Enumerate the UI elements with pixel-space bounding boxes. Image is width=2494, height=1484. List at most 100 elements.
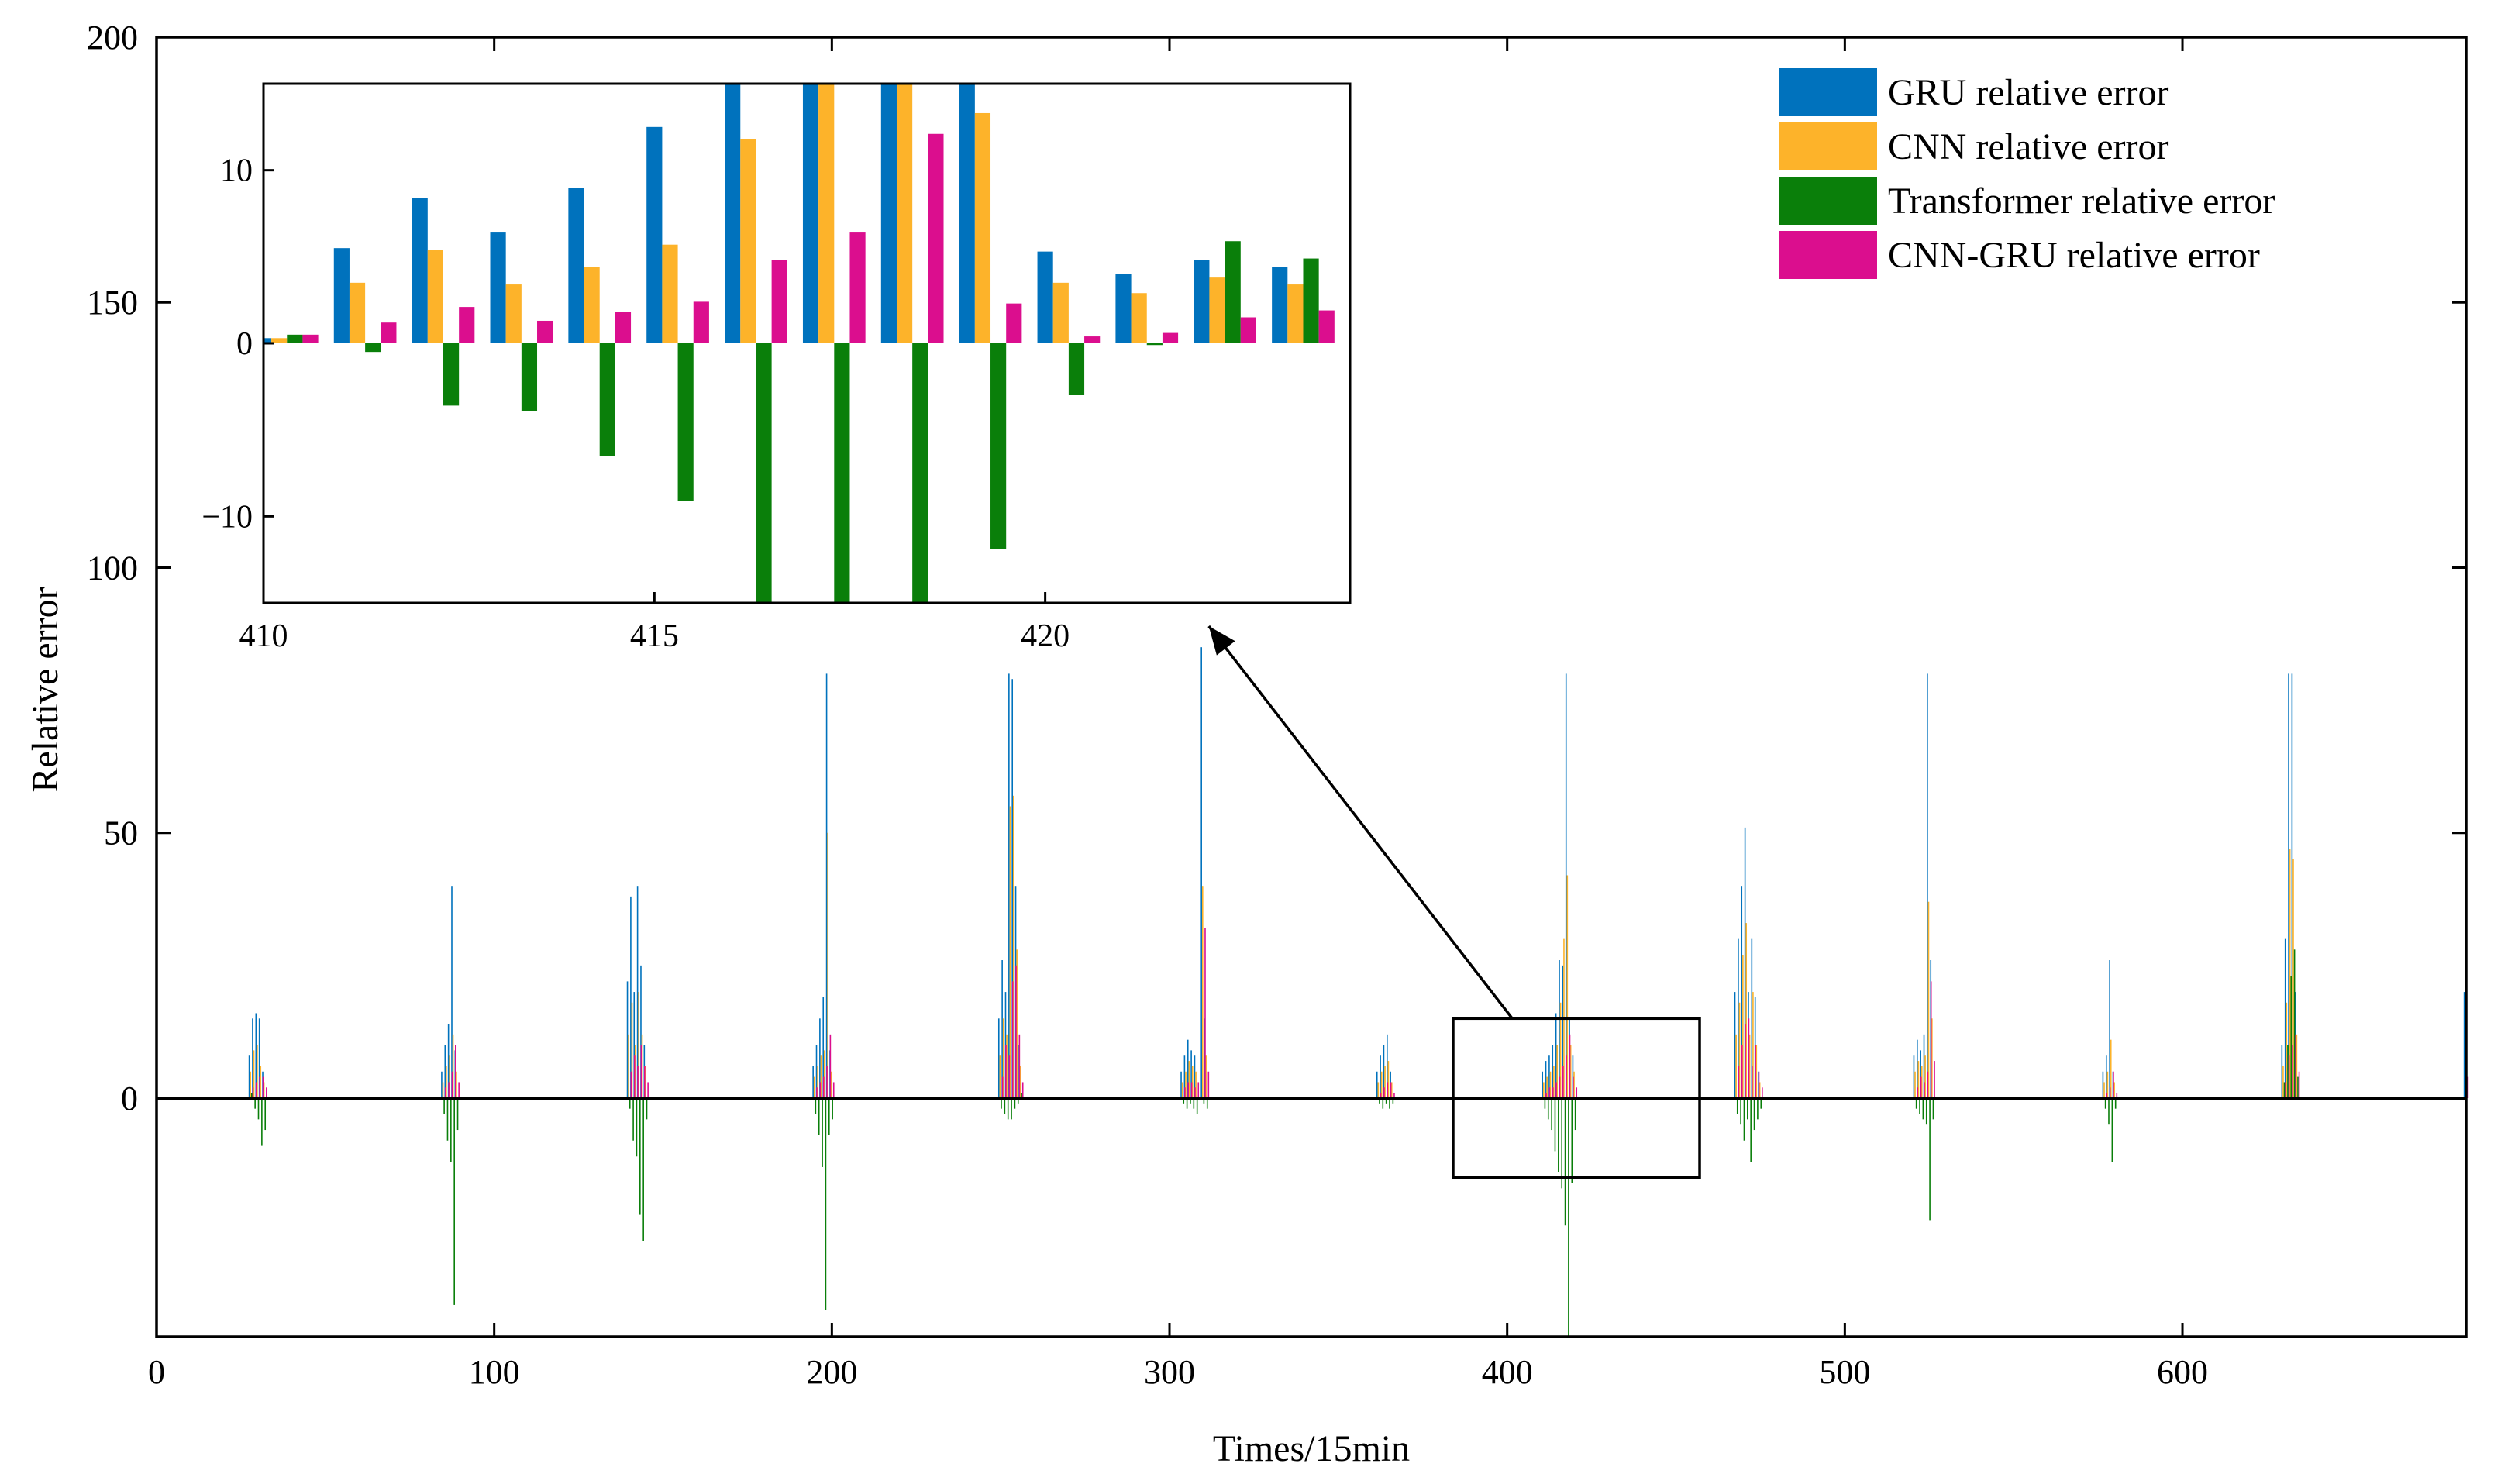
bar-2-28 [1021, 1093, 1022, 1098]
bar-3-9 [458, 1082, 460, 1098]
series-1-bars [250, 795, 2466, 1098]
bar-0-18 [819, 1018, 821, 1098]
bar-1-6 [446, 1066, 447, 1098]
bar-3-51 [1738, 1066, 1740, 1098]
bar-1-45 [1556, 1045, 1559, 1098]
y-tick-label-3: 150 [87, 284, 138, 322]
bar-3-27 [1018, 1034, 1021, 1098]
bar-0-23 [1001, 960, 1003, 1098]
bar-3-73 [2298, 1071, 2300, 1098]
bar-3-65 [2106, 1093, 2108, 1098]
inset-bars [264, 84, 1335, 603]
bar-2-39 [1389, 1097, 1390, 1109]
bar-1-7 [449, 1055, 451, 1098]
bar-1-13 [638, 992, 640, 1098]
y-tick-label-4: 200 [87, 19, 138, 57]
bar-0-54 [1744, 827, 1746, 1098]
bar-0-6 [444, 1045, 446, 1098]
inset-bar-1-13 [1287, 284, 1304, 343]
bar-1-63 [1927, 901, 1930, 1098]
bar-0-38 [1383, 1045, 1385, 1098]
bar-3-39 [1390, 1082, 1392, 1098]
bar-2-5 [443, 1097, 445, 1114]
bar-0-14 [640, 965, 642, 1098]
bar-3-21 [832, 1082, 835, 1098]
bar-2-47 [1564, 1097, 1566, 1226]
bar-2-1 [254, 1097, 256, 1109]
bar-2-33 [1196, 1097, 1198, 1114]
bar-0-72 [2291, 673, 2293, 1098]
bar-1-71 [2289, 849, 2291, 1098]
bar-2-45 [1558, 1097, 1559, 1172]
series-2-bars [250, 949, 2468, 1337]
inset-bar-2-0 [287, 334, 303, 343]
bar-3-6 [448, 1082, 450, 1098]
x-tick-label-2: 200 [806, 1353, 857, 1391]
bar-0-7 [447, 1024, 450, 1098]
bar-1-21 [830, 1071, 832, 1098]
bar-2-43 [1551, 1097, 1552, 1131]
series-3-bars [252, 928, 2469, 1098]
bar-3-72 [2295, 1034, 2297, 1098]
bar-0-59 [1913, 1055, 1915, 1098]
bar-3-38 [1387, 1082, 1389, 1098]
bar-3-41 [1545, 1093, 1547, 1098]
bar-3-16 [816, 1087, 818, 1098]
bar-2-61 [1922, 1097, 1924, 1120]
legend-swatch-2 [1779, 177, 1877, 225]
bar-2-20 [828, 1097, 830, 1135]
zoom-region-box [1452, 1017, 1701, 1179]
bar-3-29 [1184, 1087, 1186, 1098]
bar-0-74 [2463, 992, 2465, 1098]
bar-3-34 [1204, 928, 1206, 1098]
inset-bar-0-5 [646, 126, 663, 344]
bar-1-33 [1195, 1071, 1197, 1098]
bar-0-8 [451, 886, 453, 1098]
bar-3-52 [1741, 1045, 1743, 1098]
bar-2-42 [1547, 1097, 1549, 1120]
bar-0-45 [1555, 1013, 1557, 1098]
inset-bar-2-11 [1146, 343, 1163, 346]
bar-1-49 [1569, 1045, 1572, 1098]
inset-bar-2-6 [756, 343, 772, 603]
inset-bar-1-12 [1209, 277, 1225, 343]
bar-2-60 [1919, 1097, 1920, 1114]
zoom-arrow-line [1207, 625, 1514, 1020]
x-tick-label-1: 100 [469, 1353, 520, 1391]
bar-1-2 [257, 1045, 258, 1098]
bar-2-71 [2290, 976, 2292, 1098]
bar-2-50 [1574, 1097, 1576, 1131]
bar-1-35 [1205, 1055, 1207, 1098]
legend: GRU relative error CNN relative error Tran… [1779, 68, 2275, 279]
bar-0-29 [1180, 1071, 1182, 1098]
bar-2-17 [818, 1097, 820, 1135]
bar-3-2 [259, 1076, 260, 1098]
bar-3-47 [1566, 1055, 1567, 1098]
bar-0-5 [441, 1071, 443, 1098]
bar-1-52 [1738, 1002, 1741, 1098]
bar-2-18 [822, 1097, 823, 1167]
bar-0-0 [248, 1055, 250, 1098]
bar-0-70 [2284, 938, 2286, 1098]
bar-1-51 [1735, 1034, 1737, 1098]
bar-3-68 [2116, 1093, 2118, 1098]
bar-3-46 [1562, 1066, 1564, 1098]
bar-3-14 [643, 1066, 646, 1098]
bar-1-12 [635, 1045, 636, 1098]
inset-bar-0-6 [725, 84, 741, 343]
bar-1-32 [1191, 1066, 1194, 1098]
bar-2-14 [642, 1097, 644, 1241]
bar-3-8 [454, 1045, 456, 1098]
bar-1-36 [1377, 1082, 1380, 1098]
bar-3-57 [1758, 1071, 1760, 1098]
legend-swatch-0 [1779, 68, 1877, 116]
bar-3-71 [2292, 1045, 2293, 1098]
inset-x-tick-label-2: 420 [1021, 618, 1070, 654]
inset-bar-2-8 [912, 343, 928, 603]
bar-3-12 [637, 1066, 639, 1098]
inset-bar-2-4 [599, 343, 615, 456]
bar-2-36 [1379, 1097, 1380, 1104]
inset-bar-1-8 [896, 84, 913, 343]
